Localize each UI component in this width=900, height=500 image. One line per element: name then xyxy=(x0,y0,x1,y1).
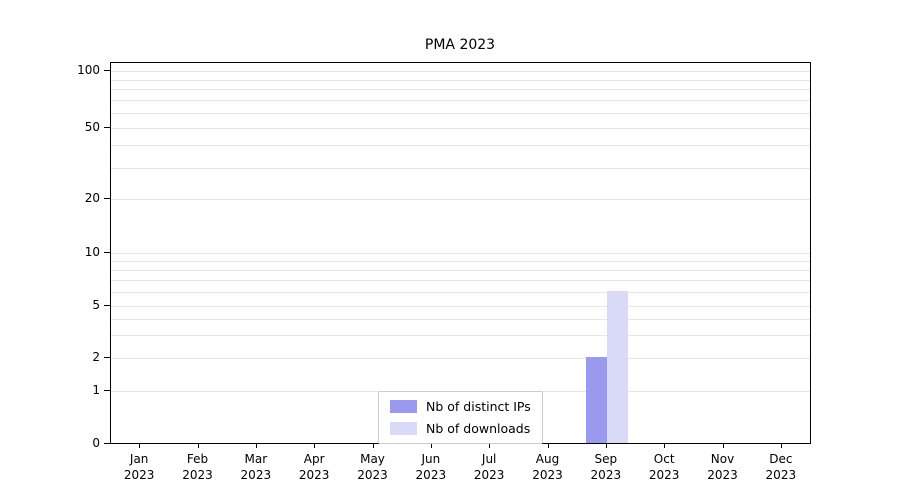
x-tick-mark-nov xyxy=(722,444,724,448)
x-tick-mark-jun xyxy=(430,444,432,448)
y-tick-label-2: 2 xyxy=(92,350,100,364)
gridline-y-100 xyxy=(111,71,810,72)
gridline-y-70 xyxy=(111,100,810,102)
legend: Nb of distinct IPs Nb of downloads xyxy=(378,391,543,444)
gridline-y-6 xyxy=(111,292,810,294)
y-tick-mark-0 xyxy=(104,443,110,444)
y-tick-label-5: 5 xyxy=(92,298,100,313)
x-tick-label-jan: Jan 2023 xyxy=(123,452,155,482)
y-tick-label-20: 20 xyxy=(84,191,100,206)
legend-swatch-downloads xyxy=(390,422,417,435)
y-tick-label-100: 100 xyxy=(77,63,100,77)
gridline-y-9 xyxy=(111,261,810,263)
x-tick-label-mar: Mar 2023 xyxy=(240,452,272,482)
x-tick-label-apr: Apr 2023 xyxy=(298,452,330,482)
legend-label-distinct-ips: Nb of distinct IPs xyxy=(426,399,531,414)
gridline-y-2 xyxy=(111,358,810,359)
gridline-y-4 xyxy=(111,318,810,320)
y-tick-mark-100 xyxy=(104,70,110,71)
x-tick-mark-apr xyxy=(314,444,316,448)
x-tick-mark-oct xyxy=(664,444,666,448)
x-tick-label-feb: Feb 2023 xyxy=(182,452,213,482)
y-tick-mark-10 xyxy=(104,252,110,253)
y-tick-label-1: 1 xyxy=(92,383,100,398)
bar-nb-of-downloads-sep xyxy=(606,291,628,443)
x-tick-mark-aug xyxy=(547,444,549,448)
gridline-y-90 xyxy=(111,79,810,81)
legend-item-downloads: Nb of downloads xyxy=(390,421,531,436)
x-tick-mark-jan xyxy=(139,444,141,448)
chart-title: PMA 2023 xyxy=(424,37,496,53)
plot-area xyxy=(110,62,811,444)
gridline-y-10 xyxy=(111,253,810,254)
x-tick-mark-jul xyxy=(489,444,491,448)
x-tick-label-jul: Jul 2023 xyxy=(473,452,505,482)
x-tick-label-nov: Nov 2023 xyxy=(707,452,738,482)
y-tick-mark-5 xyxy=(104,305,110,307)
x-tick-label-may: May 2023 xyxy=(357,452,388,482)
legend-swatch-distinct-ips xyxy=(390,400,417,413)
x-tick-label-dec: Dec 2023 xyxy=(765,452,797,482)
x-tick-mark-dec xyxy=(780,444,782,448)
y-tick-label-50: 50 xyxy=(84,119,100,134)
y-tick-label-0: 0 xyxy=(92,436,100,450)
y-tick-mark-1 xyxy=(104,390,110,392)
x-tick-label-jun: Jun 2023 xyxy=(415,452,447,482)
x-tick-label-oct: Oct 2023 xyxy=(648,452,680,482)
gridline-y-40 xyxy=(111,145,810,147)
y-tick-mark-20 xyxy=(104,198,110,200)
gridline-y-8 xyxy=(111,270,810,272)
x-tick-mark-sep xyxy=(605,444,607,448)
gridline-y-3 xyxy=(111,335,810,337)
bar-nb-of-distinct-ips-sep xyxy=(585,357,607,443)
y-tick-label-10: 10 xyxy=(84,245,100,259)
x-tick-label-aug: Aug 2023 xyxy=(532,452,563,482)
x-tick-mark-feb xyxy=(197,444,199,448)
y-tick-mark-2 xyxy=(104,357,110,358)
gridline-y-30 xyxy=(111,167,810,169)
gridline-y-50 xyxy=(111,127,810,129)
x-tick-label-sep: Sep 2023 xyxy=(590,452,622,482)
x-tick-mark-may xyxy=(372,444,374,448)
gridline-y-20 xyxy=(111,199,810,201)
gridline-y-7 xyxy=(111,280,810,282)
legend-label-downloads: Nb of downloads xyxy=(426,421,531,436)
legend-item-distinct-ips: Nb of distinct IPs xyxy=(390,399,531,414)
gridline-y-80 xyxy=(111,89,810,91)
y-tick-mark-50 xyxy=(104,126,110,128)
x-tick-mark-mar xyxy=(255,444,257,448)
gridline-y-60 xyxy=(111,113,810,114)
gridline-y-5 xyxy=(111,306,810,308)
